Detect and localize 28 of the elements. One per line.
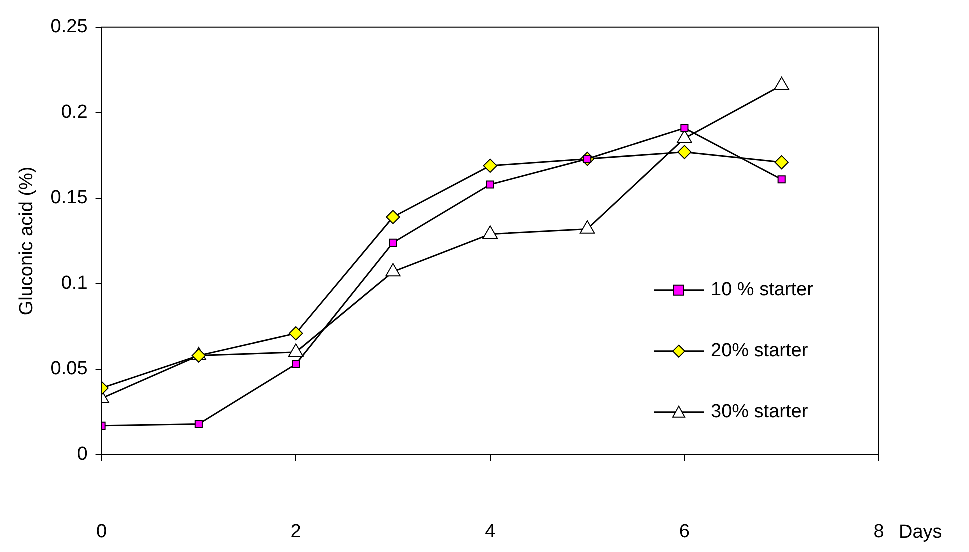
x-tick-label: 0	[96, 522, 108, 543]
y-tick-label: 0.1	[61, 273, 88, 294]
point	[483, 158, 498, 174]
legend-label: 30% starter	[711, 402, 809, 423]
x-tick-label: 2	[290, 522, 302, 543]
point	[389, 238, 398, 247]
x-tick-label: 4	[485, 522, 496, 543]
point	[292, 360, 300, 368]
point	[778, 176, 786, 184]
x-axis-title: Days	[899, 522, 942, 544]
point	[194, 420, 203, 428]
point	[774, 155, 789, 170]
point	[678, 145, 692, 160]
y-tick-label: 0	[77, 444, 88, 466]
point	[486, 180, 494, 189]
legend-label: 20% starter	[711, 340, 809, 362]
y-tick-label: 0.2	[61, 102, 88, 124]
point	[288, 326, 304, 341]
y-tick-label: 0.05	[50, 358, 88, 380]
x-tick-label: 8	[874, 522, 884, 543]
y-tick-label: 0.15	[50, 188, 88, 209]
point	[192, 348, 206, 363]
y-tick-label: 0.25	[50, 16, 88, 38]
point	[680, 124, 689, 132]
y-axis-title: Gluconic acid (%)	[16, 166, 38, 316]
x-tick-label: 6	[679, 522, 690, 543]
legend-label: 10 % starter	[711, 280, 814, 301]
point	[386, 210, 400, 224]
